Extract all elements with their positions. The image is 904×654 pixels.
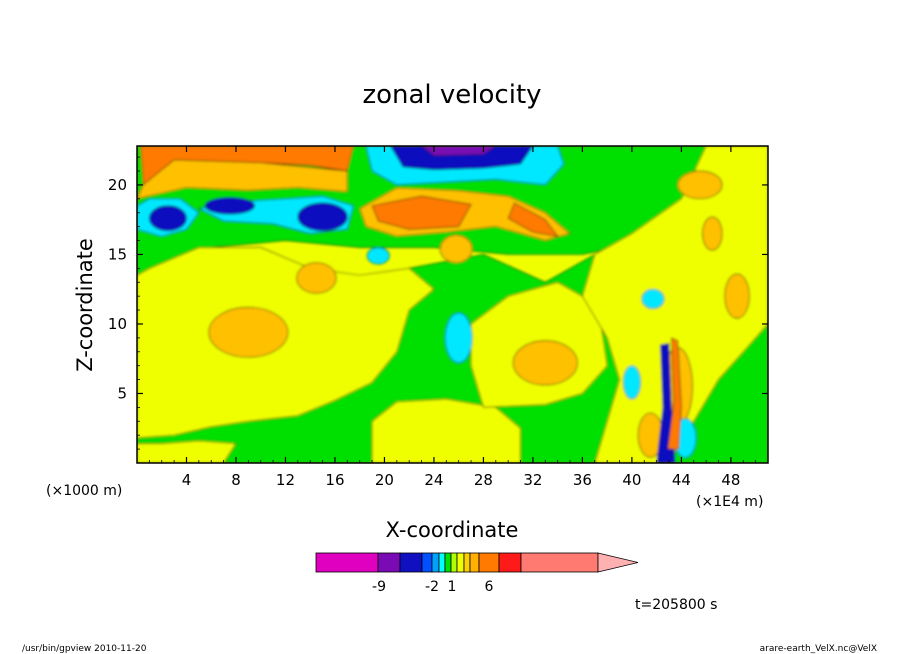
field-cyan-patch-3 — [641, 288, 665, 310]
field-orange-patch-8 — [677, 170, 723, 200]
colorbar-tick-label: -2 — [425, 579, 439, 595]
colorbar-bin — [498, 552, 522, 573]
colorbar-tick-label: -9 — [372, 579, 386, 595]
colorbar-bin — [431, 552, 440, 573]
colorbar-tick-label: 1 — [448, 579, 457, 595]
x-tick-label: 48 — [721, 471, 740, 489]
field-orange-patch-2 — [512, 340, 578, 386]
colorbar-arrow — [597, 552, 639, 573]
x-axis-label: X-coordinate — [386, 518, 519, 542]
colorbar-bin — [438, 552, 446, 573]
field-cyan-patch-2 — [366, 247, 390, 265]
field-blue-jet-2 — [297, 202, 348, 232]
field-shapes — [137, 146, 768, 463]
x-tick-label: 12 — [276, 471, 295, 489]
y-axis: 5 10 15 20 — [108, 156, 768, 450]
colorbar-tick-label: 6 — [485, 579, 494, 595]
field-orange-spike — [667, 337, 682, 450]
colorbar-bin — [450, 552, 458, 573]
field-orange-jet-center — [371, 195, 472, 230]
x-tick-label: 24 — [424, 471, 443, 489]
chart-title: zonal velocity — [362, 80, 541, 110]
colorbar-bin — [315, 552, 379, 573]
y-tick-label: 15 — [108, 245, 127, 263]
colorbar-bin — [377, 552, 401, 573]
field-cyan-patch-4 — [622, 365, 641, 400]
colorbar: -9 -2 1 6 — [315, 552, 639, 595]
x-tick-label: 16 — [325, 471, 344, 489]
x-tick-label: 36 — [573, 471, 592, 489]
colorbar-bin — [469, 552, 480, 573]
field-orange-rim-left — [137, 159, 348, 200]
footer-left: /usr/bin/gpview 2010-11-20 — [22, 644, 147, 654]
y-axis-label: Z-coordinate — [73, 238, 97, 372]
x-tick-label: 28 — [474, 471, 493, 489]
field-blue-jet-1 — [149, 205, 187, 232]
field-blue-upper-center — [390, 146, 534, 170]
plot-frame — [136, 145, 769, 464]
field-orange-jet-center-2 — [507, 202, 559, 237]
field-blue-jet-3 — [204, 197, 255, 215]
field-purple-core — [421, 146, 497, 157]
field-cyan-patch-1 — [444, 312, 473, 364]
x-unit-right: (×1E4 m) — [696, 494, 763, 510]
x-tick-label: 20 — [375, 471, 394, 489]
x-tick-label: 44 — [672, 471, 691, 489]
y-tick-label: 10 — [108, 315, 127, 333]
time-label: t=205800 s — [635, 597, 717, 613]
field-orange-patch-3 — [296, 262, 337, 294]
field-orange-patch-7 — [702, 216, 723, 251]
footer-right: arare-earth_VelX.nc@VelX — [760, 644, 877, 654]
field-orange-patch-6 — [724, 273, 750, 319]
velocity-field — [137, 146, 768, 463]
colorbar-bin — [399, 552, 423, 573]
field-yellow-left — [137, 247, 435, 439]
x-axis: 4 8 12 16 20 24 28 32 36 40 44 48 — [148, 146, 757, 489]
x-tick-label: 8 — [231, 471, 241, 489]
colorbar-bin — [456, 552, 465, 573]
field-yellow-bottom-center — [371, 398, 521, 463]
x-tick-label: 40 — [622, 471, 641, 489]
x-tick-label: 32 — [523, 471, 542, 489]
colorbar-bin — [421, 552, 433, 573]
field-yellow-bottom-left — [137, 440, 237, 463]
colorbar-bin — [463, 552, 471, 573]
y-tick-label: 20 — [108, 176, 127, 194]
x-unit-left: (×1000 m) — [46, 483, 122, 499]
y-tick-label: 5 — [117, 384, 127, 402]
colorbar-bin — [444, 552, 452, 573]
colorbar-bin — [520, 552, 599, 573]
field-orange-patch-1 — [208, 306, 289, 358]
colorbar-bin — [478, 552, 500, 573]
field-orange-patch-4 — [439, 234, 473, 264]
x-tick-label: 4 — [182, 471, 192, 489]
